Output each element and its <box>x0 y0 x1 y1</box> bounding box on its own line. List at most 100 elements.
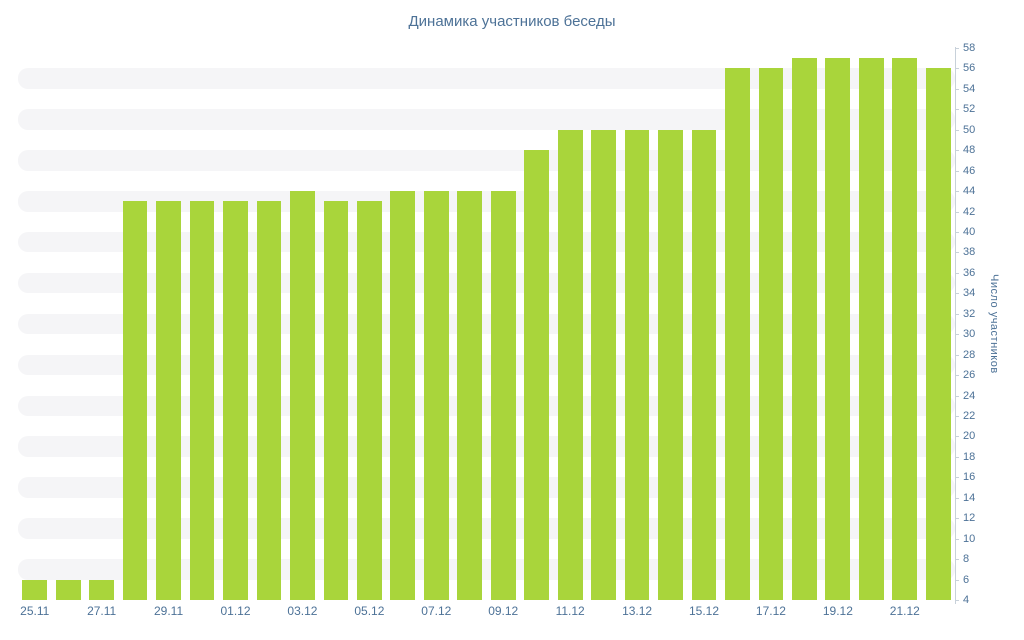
bar-21.12[interactable] <box>892 58 918 600</box>
bar-14.12[interactable] <box>658 129 683 600</box>
y-tick-mark <box>955 109 959 111</box>
background-stripe <box>18 109 955 130</box>
background-stripe <box>18 232 955 253</box>
x-tick-label: 17.12 <box>755 604 786 618</box>
y-axis-title: Число участников <box>988 48 1000 600</box>
bar-12.12[interactable] <box>591 129 616 600</box>
y-tick-label: 50 <box>963 123 976 136</box>
y-tick-mark <box>955 559 959 561</box>
bar-30.11[interactable] <box>189 201 215 600</box>
y-tick-mark <box>955 150 959 152</box>
y-tick-mark <box>955 354 959 356</box>
x-tick-label: 29.11 <box>154 604 184 618</box>
background-stripe <box>18 477 955 498</box>
bar-15.12[interactable] <box>691 129 717 600</box>
bar-17.12[interactable] <box>758 68 784 600</box>
bar-20.12[interactable] <box>858 58 884 600</box>
x-tick-label: 03.12 <box>287 604 318 618</box>
chart-title: Динамика участников беседы <box>408 13 616 30</box>
y-tick-label: 22 <box>963 410 976 422</box>
y-tick-mark <box>955 375 959 377</box>
y-tick-mark <box>955 129 959 131</box>
bar-25.11[interactable] <box>22 579 48 600</box>
background-stripe <box>18 395 955 416</box>
y-tick-mark <box>955 232 959 233</box>
y-tick-mark <box>955 579 959 581</box>
bar-19.12[interactable] <box>825 58 851 600</box>
y-tick-label: 16 <box>963 471 976 484</box>
y-tick-label: 20 <box>963 430 976 443</box>
bar-27.11[interactable] <box>89 579 115 600</box>
bar-02.12[interactable] <box>256 201 282 600</box>
bar-09.12[interactable] <box>490 191 516 600</box>
y-tick-mark <box>955 191 959 193</box>
y-tick-mark <box>955 211 959 213</box>
bar-11.12[interactable] <box>557 129 583 600</box>
background-stripe <box>18 68 955 89</box>
bar-26.11[interactable] <box>55 579 81 600</box>
y-tick-mark <box>955 456 959 458</box>
x-tick-label: 15.12 <box>689 604 720 618</box>
x-tick-label: 07.12 <box>421 604 452 618</box>
x-tick-label: 27.11 <box>87 604 117 618</box>
y-tick-label: 38 <box>963 246 976 259</box>
y-tick-label: 8 <box>963 553 970 566</box>
y-tick-label: 36 <box>963 266 976 279</box>
y-tick-mark <box>955 600 959 601</box>
y-tick-label: 44 <box>963 185 976 198</box>
y-tick-mark <box>955 497 959 499</box>
y-tick-label: 40 <box>963 226 976 238</box>
plot-area <box>18 48 955 600</box>
y-tick-label: 24 <box>963 389 976 402</box>
y-tick-mark <box>955 395 959 397</box>
y-tick-mark <box>955 170 959 172</box>
y-axis-title-text: Число участников <box>988 274 1000 374</box>
x-tick-label: 05.12 <box>354 604 385 618</box>
bar-28.11[interactable] <box>122 201 148 600</box>
y-tick-label: 54 <box>963 82 976 95</box>
y-tick-label: 42 <box>963 205 976 218</box>
y-tick-mark <box>955 334 959 336</box>
bar-10.12[interactable] <box>524 150 550 600</box>
x-tick-label: 25.11 <box>20 604 50 618</box>
x-tick-label: 11.12 <box>555 604 585 618</box>
background-stripe <box>18 191 955 212</box>
bar-07.12[interactable] <box>423 191 449 600</box>
y-tick-mark <box>955 477 959 479</box>
y-tick-mark <box>955 252 959 254</box>
bar-22.12[interactable] <box>925 68 951 600</box>
bar-01.12[interactable] <box>223 201 248 600</box>
background-stripe <box>18 436 955 457</box>
y-tick-label: 14 <box>963 491 976 504</box>
y-tick-mark <box>955 48 959 49</box>
bar-03.12[interactable] <box>290 191 315 600</box>
y-tick-mark <box>955 88 959 90</box>
y-tick-mark <box>955 272 959 274</box>
y-tick-label: 12 <box>963 512 976 525</box>
bar-16.12[interactable] <box>725 68 750 600</box>
background-stripe <box>18 313 955 335</box>
background-stripe <box>18 559 955 580</box>
y-tick-label: 32 <box>963 307 976 320</box>
background-stripe <box>18 354 955 376</box>
y-tick-label: 52 <box>963 103 976 116</box>
y-tick-mark <box>955 436 959 438</box>
x-tick-label: 01.12 <box>220 604 251 618</box>
y-tick-label: 28 <box>963 348 976 361</box>
y-tick-mark <box>955 293 959 295</box>
y-tick-label: 48 <box>963 144 976 157</box>
y-tick-mark <box>955 313 959 315</box>
bar-04.12[interactable] <box>323 201 349 600</box>
background-stripe <box>18 150 955 171</box>
bar-08.12[interactable] <box>457 191 483 600</box>
bar-06.12[interactable] <box>390 191 416 600</box>
bar-13.12[interactable] <box>624 129 650 600</box>
y-tick-mark <box>955 518 959 520</box>
bar-29.11[interactable] <box>156 201 181 600</box>
bar-05.12[interactable] <box>356 201 382 600</box>
y-axis <box>955 47 956 604</box>
y-tick-label: 26 <box>963 369 976 382</box>
x-tick-label: 09.12 <box>488 604 519 618</box>
bar-18.12[interactable] <box>792 58 817 600</box>
